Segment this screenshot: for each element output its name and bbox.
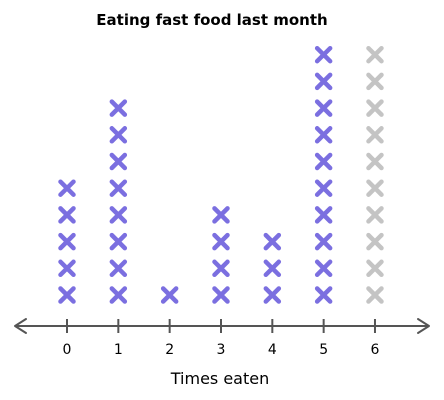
- x-mark-value-5-6: [314, 152, 333, 171]
- x-axis: 0 1 2 3 4 5 6: [14, 318, 430, 358]
- x-mark-value-6-3: [366, 232, 384, 251]
- x-tick-label-4: 4: [268, 342, 277, 358]
- x-mark-value-3-1: [212, 286, 230, 304]
- x-tick-label-3: 3: [217, 342, 226, 358]
- x-mark-value-6-5: [366, 179, 384, 197]
- x-mark-value-6-4: [366, 206, 384, 224]
- data-marks: [58, 45, 384, 304]
- x-mark-value-0-2: [58, 259, 76, 278]
- x-mark-value-2-1: [160, 286, 179, 304]
- x-mark-value-3-3: [212, 232, 230, 251]
- x-tick-label-2: 2: [165, 342, 174, 358]
- x-mark-value-5-8: [314, 99, 333, 117]
- x-mark-value-4-1: [263, 286, 282, 304]
- x-mark-value-5-10: [314, 45, 333, 64]
- x-mark-value-3-2: [212, 259, 230, 278]
- x-mark-value-6-8: [366, 99, 384, 117]
- x-mark-value-0-5: [58, 179, 76, 197]
- x-mark-value-6-9: [366, 72, 384, 91]
- x-mark-value-1-5: [109, 179, 128, 197]
- x-mark-value-5-2: [314, 259, 333, 278]
- x-mark-value-5-3: [314, 232, 333, 251]
- x-mark-value-5-9: [314, 72, 333, 91]
- x-mark-value-5-1: [314, 286, 333, 304]
- chart-title: Eating fast food last month: [96, 11, 327, 29]
- x-mark-value-0-3: [58, 232, 76, 251]
- x-tick-label-6: 6: [371, 342, 380, 358]
- x-axis-ticks: [66, 319, 376, 333]
- x-mark-value-6-6: [366, 152, 384, 171]
- x-tick-label-5: 5: [319, 342, 328, 358]
- x-mark-value-1-4: [109, 206, 128, 224]
- x-mark-value-6-1: [366, 286, 384, 304]
- x-mark-value-6-2: [366, 259, 384, 278]
- x-mark-value-0-4: [58, 206, 76, 224]
- x-mark-value-6-7: [366, 126, 384, 144]
- x-mark-value-5-4: [314, 206, 333, 224]
- x-mark-value-1-1: [109, 286, 128, 304]
- x-axis-tick-labels: 0 1 2 3 4 5 6: [63, 342, 380, 358]
- x-mark-value-4-2: [263, 259, 282, 278]
- x-tick-label-0: 0: [63, 342, 72, 358]
- x-axis-right-arrow: [417, 318, 430, 334]
- x-mark-value-1-6: [109, 152, 128, 171]
- x-mark-value-1-3: [109, 232, 128, 251]
- x-mark-value-1-8: [109, 99, 128, 117]
- x-mark-value-5-7: [314, 126, 333, 144]
- x-mark-value-4-3: [263, 232, 282, 251]
- x-tick-label-1: 1: [114, 342, 123, 358]
- x-axis-label: Times eaten: [170, 369, 269, 388]
- x-mark-value-1-2: [109, 259, 128, 278]
- x-mark-value-5-5: [314, 179, 333, 197]
- x-mark-value-3-4: [212, 206, 230, 224]
- x-axis-left-arrow: [14, 318, 27, 334]
- x-mark-value-1-7: [109, 126, 128, 144]
- x-mark-value-6-10: [366, 45, 384, 64]
- x-mark-value-0-1: [58, 286, 76, 304]
